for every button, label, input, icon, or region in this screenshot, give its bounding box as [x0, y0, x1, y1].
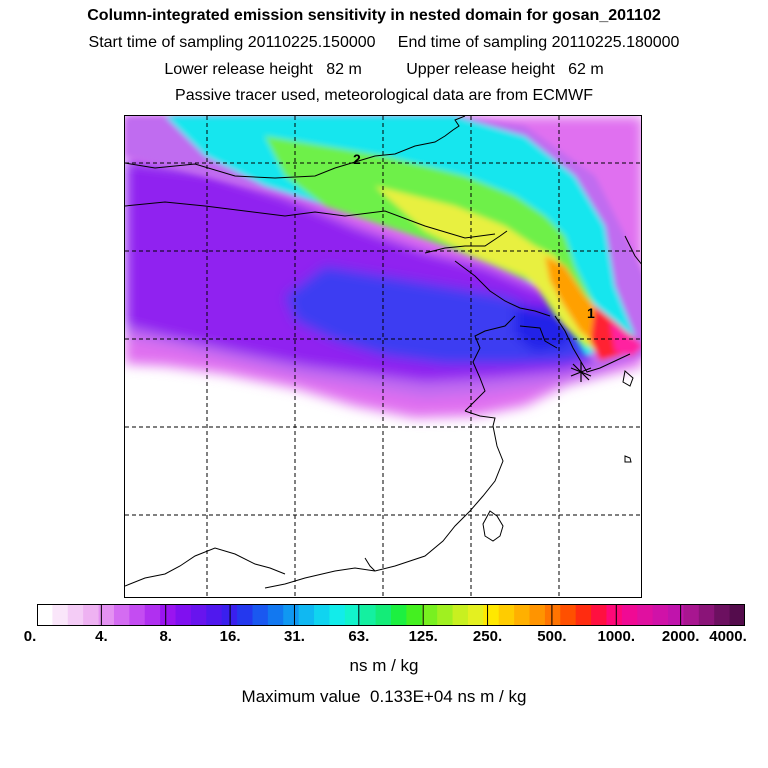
colorbar-tick-labels: 0. 4. 8. 16. 31. 63. 125. 250. 500. 1000. 2000. 400…	[0, 628, 768, 648]
colorbar-swatch	[544, 604, 561, 626]
colorbar-swatch	[606, 604, 623, 626]
colorbar-swatch	[144, 604, 161, 626]
colorbar-swatch	[575, 604, 592, 626]
colorbar-tick-label: 63.	[348, 628, 370, 645]
colorbar-swatch	[483, 604, 500, 626]
colorbar-swatch	[560, 604, 577, 626]
colorbar-swatch	[683, 604, 700, 626]
colorbar-swatch	[190, 604, 207, 626]
colorbar-swatch	[375, 604, 392, 626]
tracer-info: Passive tracer used, meteorological data…	[175, 87, 593, 104]
plume-green-band	[265, 136, 625, 348]
contour-label-1: 1	[587, 305, 595, 321]
colorbar-swatch	[314, 604, 331, 626]
colorbar	[37, 604, 745, 626]
lat-lon-grid	[125, 116, 641, 597]
colorbar-swatch	[67, 604, 84, 626]
colorbar-swatch	[514, 604, 531, 626]
plume-yellow-band	[375, 186, 625, 351]
plot-title: Column-integrated emission sensitivity i…	[87, 7, 661, 24]
colorbar-tick-label: 2000.	[661, 628, 700, 645]
colorbar-tick-label: 1000.	[597, 628, 636, 645]
plume-cyan-band	[165, 116, 635, 356]
colorbar-swatch	[283, 604, 300, 626]
colorbar-swatch	[652, 604, 669, 626]
units-label: ns m / kg	[349, 656, 419, 675]
colorbar-swatch	[668, 604, 685, 626]
colorbar-swatch	[421, 604, 438, 626]
colorbar-swatch	[129, 604, 146, 626]
colorbar-swatch	[237, 604, 254, 626]
emission-sensitivity-map: 2 1	[125, 116, 641, 597]
colorbar-swatch	[175, 604, 192, 626]
colorbar-tick-label: 500.	[537, 628, 567, 645]
colorbar-swatch	[83, 604, 100, 626]
colorbar-tick-label: 250.	[472, 628, 503, 645]
colorbar-tick-label: 31.	[284, 628, 305, 645]
colorbar-tick-label: 4.	[95, 628, 108, 645]
colorbar-swatch	[360, 604, 377, 626]
colorbar-swatch	[37, 604, 53, 626]
colorbar-swatch	[206, 604, 223, 626]
release-heights: Lower release height 82 m Upper release …	[164, 61, 604, 78]
colorbar-swatch	[637, 604, 654, 626]
colorbar-tick-label: 8.	[159, 628, 172, 645]
colorbar-swatch	[698, 604, 715, 626]
colorbar-swatch	[467, 604, 484, 626]
colorbar-swatch	[529, 604, 546, 626]
receptor-marker-icon	[570, 362, 592, 382]
colorbar-tick-label: 16.	[219, 628, 241, 645]
colorbar-swatch	[113, 604, 130, 626]
colorbar-border	[37, 604, 745, 626]
colorbar-swatch	[437, 604, 454, 626]
colorbar-swatch	[591, 604, 608, 626]
colorbar-swatch	[714, 604, 731, 626]
colorbar-swatch	[267, 604, 284, 626]
colorbar-swatch	[452, 604, 469, 626]
maximum-value: Maximum value 0.133E+04 ns m / kg	[241, 687, 527, 706]
colorbar-swatch	[329, 604, 346, 626]
colorbar-swatch	[729, 604, 745, 626]
colorbar-swatch	[52, 604, 69, 626]
colorbar-swatch	[621, 604, 638, 626]
sampling-times: Start time of sampling 20110225.150000 E…	[88, 34, 680, 51]
colorbar-tick-label: 125.	[408, 628, 438, 645]
map-panel: 2 1	[124, 115, 642, 598]
colorbar-tick-label: 4000.	[709, 628, 747, 645]
colorbar-swatch	[98, 604, 115, 626]
coastlines	[125, 116, 641, 589]
colorbar-swatch	[406, 604, 423, 626]
colorbar-swatch	[498, 604, 515, 626]
colorbar-swatch	[344, 604, 361, 626]
colorbar-swatch	[160, 604, 177, 626]
colorbar-tick-label: 0.	[23, 628, 37, 645]
contour-label-2: 2	[353, 151, 361, 167]
colorbar-swatch	[252, 604, 269, 626]
colorbar-swatch	[391, 604, 407, 626]
colorbar-swatch	[298, 604, 315, 626]
